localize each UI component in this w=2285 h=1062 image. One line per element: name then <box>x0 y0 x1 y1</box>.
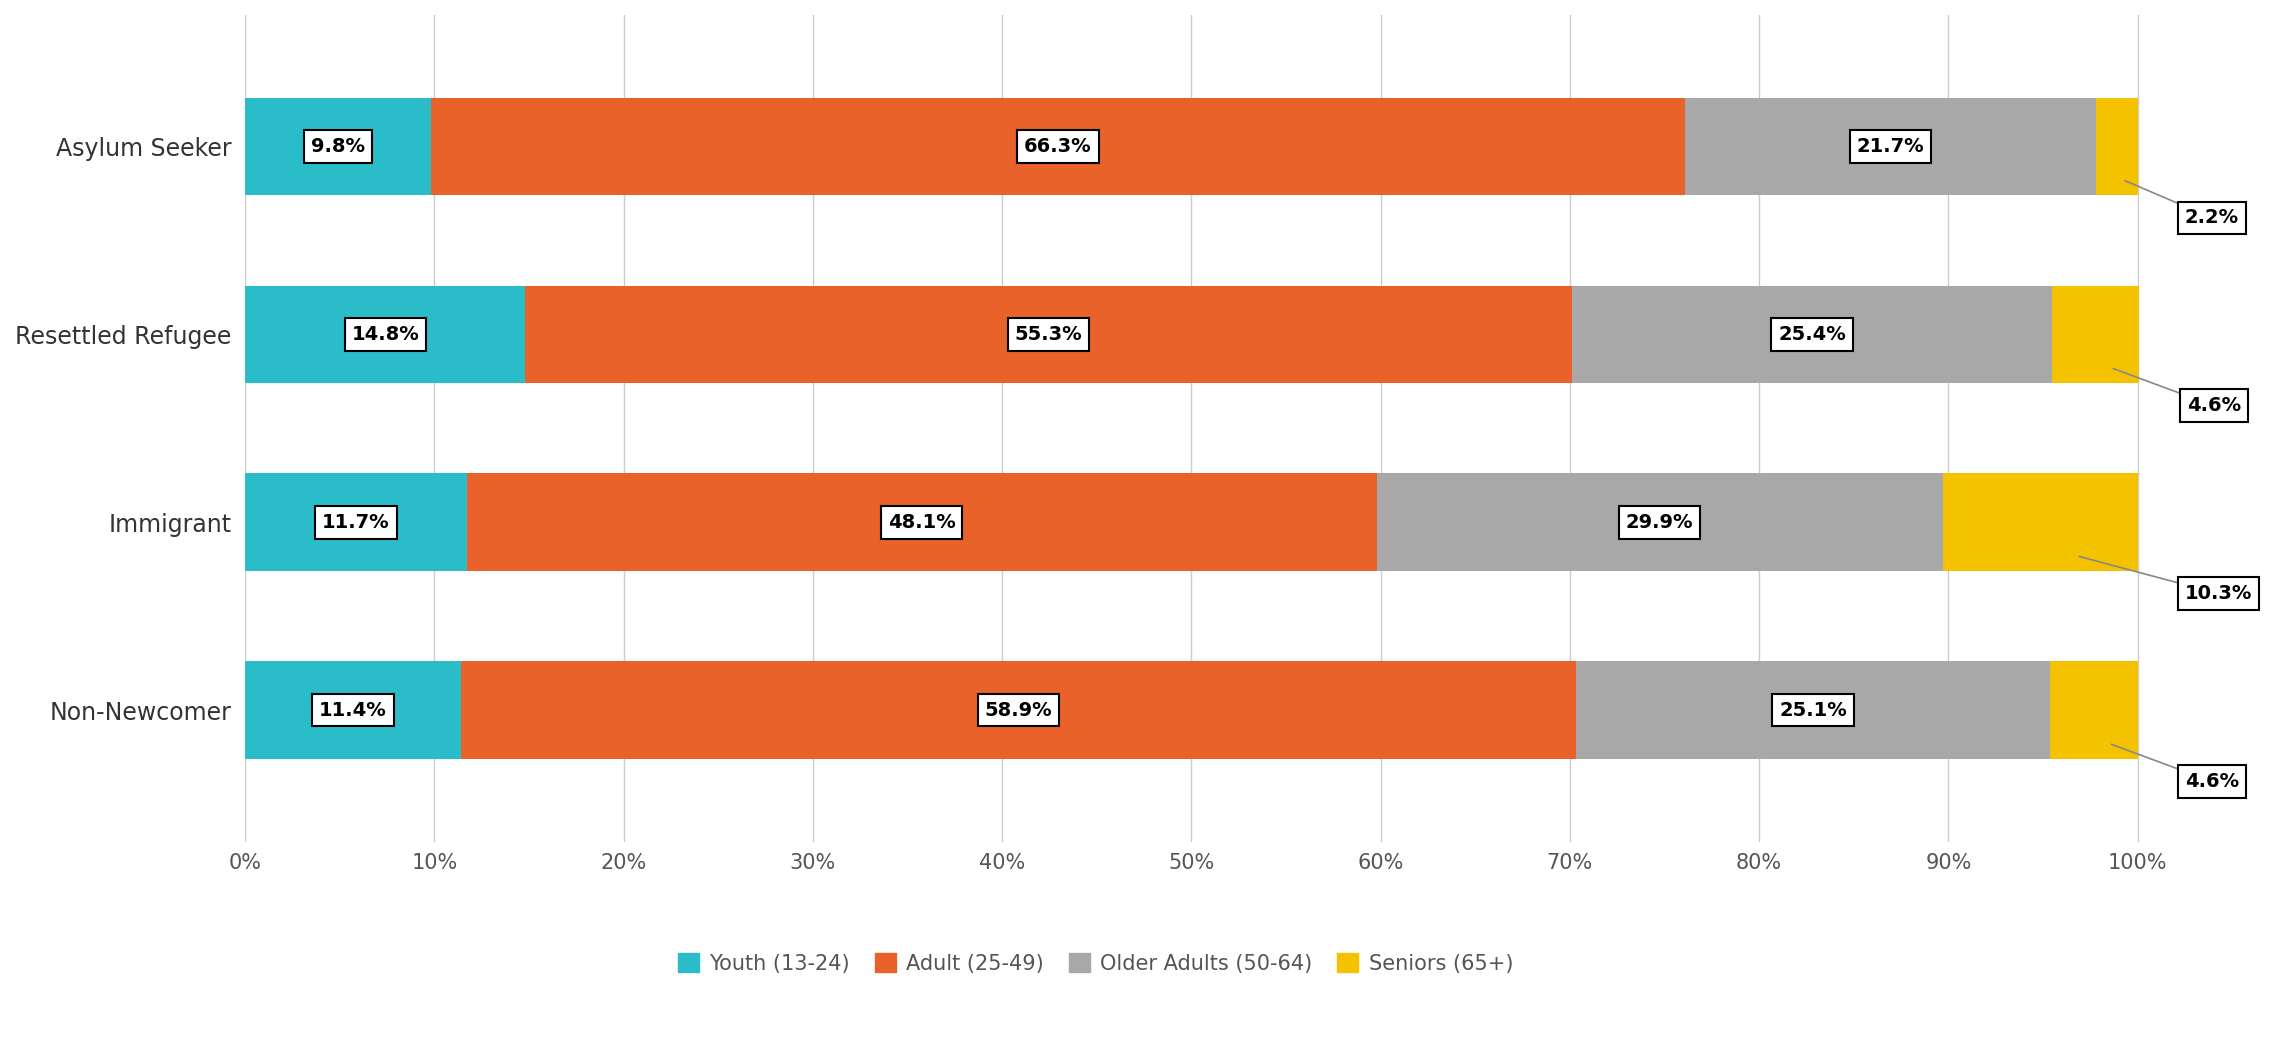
Bar <box>2050 662 2136 759</box>
Text: 25.1%: 25.1% <box>1780 701 1846 720</box>
Bar <box>1378 474 1942 571</box>
Bar <box>466 474 1378 571</box>
Text: 58.9%: 58.9% <box>985 701 1051 720</box>
Text: 4.6%: 4.6% <box>2111 744 2239 791</box>
Text: 14.8%: 14.8% <box>352 325 418 344</box>
Text: 29.9%: 29.9% <box>1627 513 1693 532</box>
Bar <box>2095 98 2136 195</box>
Bar <box>244 286 526 383</box>
Bar <box>1686 98 2095 195</box>
Text: 4.6%: 4.6% <box>2114 369 2242 415</box>
Bar <box>244 98 430 195</box>
Text: 21.7%: 21.7% <box>1858 137 1924 156</box>
Bar <box>462 662 1577 759</box>
Bar <box>244 662 462 759</box>
Legend: Youth (13-24), Adult (25-49), Older Adults (50-64), Seniors (65+): Youth (13-24), Adult (25-49), Older Adul… <box>667 943 1524 984</box>
Text: 10.3%: 10.3% <box>2079 556 2253 603</box>
Text: 9.8%: 9.8% <box>311 137 366 156</box>
Bar <box>1942 474 2136 571</box>
Bar <box>430 98 1686 195</box>
Text: 11.4%: 11.4% <box>320 701 386 720</box>
Text: 48.1%: 48.1% <box>889 513 955 532</box>
Bar <box>2052 286 2139 383</box>
Bar <box>1572 286 2052 383</box>
Text: 25.4%: 25.4% <box>1778 325 1846 344</box>
Text: 11.7%: 11.7% <box>322 513 391 532</box>
Text: 66.3%: 66.3% <box>1024 137 1092 156</box>
Bar <box>526 286 1572 383</box>
Bar <box>1577 662 2050 759</box>
Text: 55.3%: 55.3% <box>1015 325 1083 344</box>
Bar <box>244 474 466 571</box>
Text: 2.2%: 2.2% <box>2125 181 2239 227</box>
